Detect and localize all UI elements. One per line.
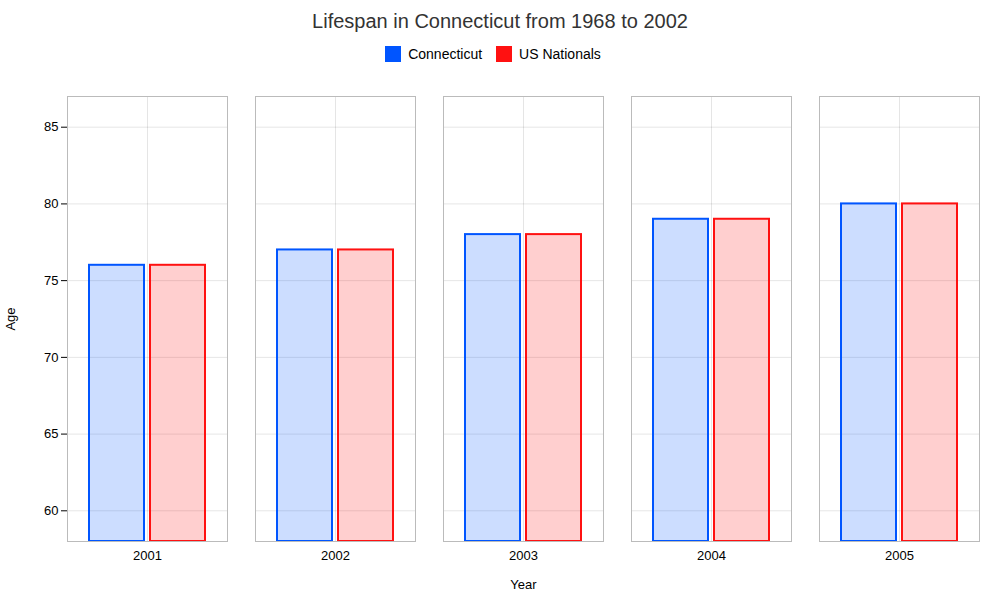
- svg-text:2003: 2003: [509, 548, 538, 563]
- html-text:Connecticut: Connecticut: [408, 45, 483, 62]
- svg-text:Age: Age: [3, 307, 18, 330]
- svg-text:2005: 2005: [885, 548, 914, 563]
- svg-text:85: 85: [44, 119, 58, 134]
- svg-text:60: 60: [44, 503, 58, 518]
- svg-text:2004: 2004: [697, 548, 726, 563]
- svg-text:80: 80: [44, 196, 58, 211]
- svg-text:2001: 2001: [133, 548, 162, 563]
- svg-text:Year: Year: [510, 577, 537, 592]
- svg-text:65: 65: [44, 426, 58, 441]
- svg-text:75: 75: [44, 273, 58, 288]
- html-text:US Nationals: US Nationals: [519, 45, 601, 62]
- svg-text:70: 70: [44, 350, 58, 365]
- html-text:Lifespan in Connecticut from 1: Lifespan in Connecticut from 1968 to 200…: [312, 10, 688, 32]
- svg-text:2002: 2002: [321, 548, 350, 563]
